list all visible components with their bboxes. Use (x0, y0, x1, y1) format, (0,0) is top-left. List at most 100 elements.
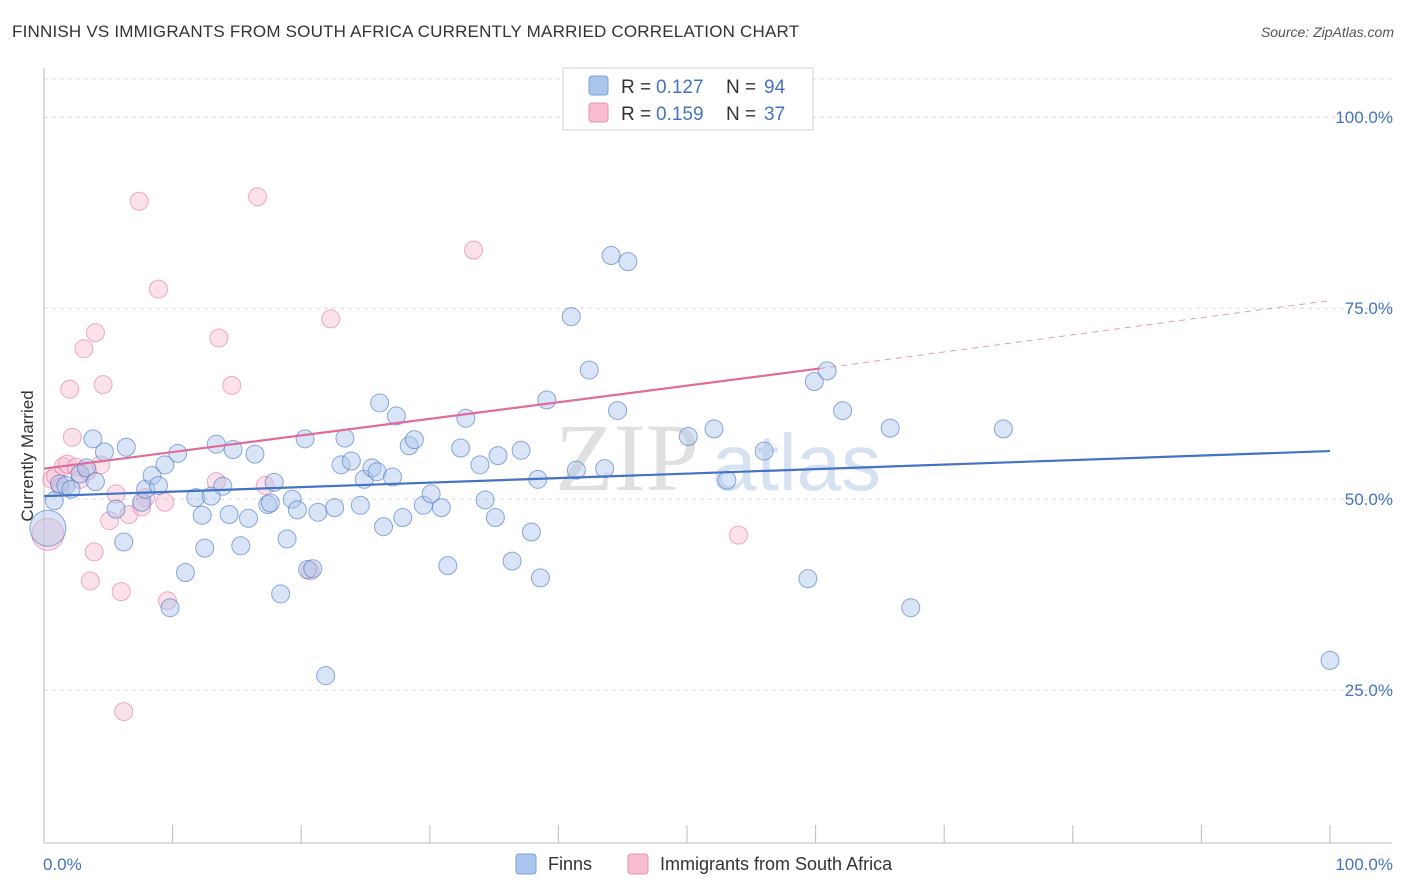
finns-point-83 (798, 569, 818, 589)
sa-point-31 (247, 187, 267, 207)
finns-point-54 (393, 508, 413, 528)
chart-source: Source: ZipAtlas.com (1260, 24, 1394, 40)
finns-point-82 (717, 470, 737, 490)
bottom-legend-sa-label: Immigrants from South Africa (660, 854, 893, 874)
bottom-legend: Finns Immigrants from South Africa (515, 853, 893, 875)
x-tick-label-1: 100.0% (1335, 855, 1393, 874)
legend-sa-n-value: 37 (764, 104, 785, 125)
finns-point-78 (608, 401, 628, 421)
sa-point-22 (129, 191, 149, 211)
finns-point-11 (114, 532, 134, 552)
finns-point-60 (438, 556, 458, 576)
sa-point-19 (111, 582, 131, 602)
finns-point-88 (993, 419, 1013, 439)
finns-point-42 (325, 498, 345, 518)
legend-sa-r-label: R = (621, 104, 651, 125)
finns-point-71 (530, 568, 550, 588)
finns-point-76 (595, 459, 615, 479)
sa-point-0 (31, 517, 65, 551)
finns-trend-line (43, 449, 1331, 498)
finns-point-20 (186, 488, 206, 508)
legend-sa-swatch (588, 102, 609, 123)
finns-point-14 (142, 466, 162, 486)
x-tick-label-0: 0.0% (43, 855, 82, 874)
finns-point-2 (49, 474, 69, 494)
sa-point-12 (80, 571, 100, 591)
sa-point-29 (209, 328, 229, 348)
finns-point-51 (374, 517, 394, 537)
sa-trend-line (43, 367, 820, 470)
sa-point-30 (222, 375, 242, 395)
trend-lines (43, 300, 1331, 498)
finns-point-28 (231, 536, 251, 556)
finns-point-79 (618, 252, 638, 272)
finns-point-65 (485, 508, 505, 528)
finns-point-9 (106, 499, 126, 519)
legend-finns-r-value: 0.127 (656, 77, 704, 98)
finns-point-53 (386, 406, 406, 426)
axis-ticks (43, 825, 1331, 843)
finns-point-72 (537, 390, 557, 410)
finns-point-81 (704, 419, 724, 439)
finns-point-75 (579, 360, 599, 380)
legend-finns-r-label: R = (621, 77, 651, 98)
finns-point-4 (61, 479, 81, 499)
finns-point-44 (335, 428, 355, 448)
finns-point-37 (287, 500, 307, 520)
finns-point-58 (421, 484, 441, 504)
finns-point-29 (238, 508, 258, 528)
axes (43, 68, 1392, 844)
finns-point-55 (399, 436, 419, 456)
bottom-legend-finns-label: Finns (548, 854, 592, 874)
finns-point-74 (566, 460, 586, 480)
finns-point-85 (833, 401, 853, 421)
finns-point-77 (601, 245, 621, 265)
finns-point-35 (277, 529, 297, 549)
sa-point-6 (60, 379, 80, 399)
finns-point-21 (192, 505, 212, 525)
watermark-atlas: atlas (712, 418, 881, 507)
finns-point-45 (341, 451, 361, 471)
y-axis-title: Currently Married (18, 390, 37, 521)
bottom-legend-finns-swatch (515, 853, 537, 875)
finns-point-59 (431, 498, 451, 518)
finns-point-67 (502, 551, 522, 571)
finns-point-84 (804, 372, 824, 392)
finns-point-49 (367, 462, 387, 482)
finns-point-48 (362, 458, 382, 478)
finns-point-39 (303, 559, 323, 579)
finns-point-62 (456, 408, 476, 428)
sa-point-36 (728, 525, 748, 545)
finns-point-92 (83, 429, 103, 449)
sa-point-7 (62, 427, 82, 447)
finns-point-30 (245, 444, 265, 464)
legend-sa-r-value: 0.159 (656, 104, 704, 125)
legend-finns-n-value: 94 (764, 77, 786, 98)
sa-point-13 (84, 542, 104, 562)
finns-point-91 (754, 441, 774, 461)
finns-point-1 (44, 491, 64, 511)
sa-point-34 (321, 309, 341, 329)
finns-point-10 (116, 437, 136, 457)
watermark-zip: ZIP (555, 404, 699, 511)
y-tick-labels: 25.0% 50.0% 75.0% 100.0% (1335, 108, 1393, 700)
finns-point-73 (561, 307, 581, 327)
sa-point-25 (148, 279, 168, 299)
finns-point-90 (817, 361, 837, 381)
finns-point-32 (260, 493, 280, 513)
finns-point-63 (470, 455, 490, 475)
finns-point-15 (148, 475, 168, 495)
finns-point-18 (168, 443, 188, 463)
finns-point-66 (488, 446, 508, 466)
finns-point-43 (331, 455, 351, 475)
sa-point-20 (114, 702, 134, 722)
y-tick-label-3: 100.0% (1335, 108, 1393, 127)
finns-point-19 (175, 563, 195, 583)
legend-finns-swatch (588, 75, 609, 96)
finns-point-17 (160, 598, 180, 618)
sa-point-16 (93, 375, 113, 395)
chart-title: FINNISH VS IMMIGRANTS FROM SOUTH AFRICA … (12, 22, 800, 41)
finns-point-36 (282, 489, 302, 509)
finns-point-16 (155, 455, 175, 475)
legend-finns-n-label: N = (726, 77, 756, 98)
